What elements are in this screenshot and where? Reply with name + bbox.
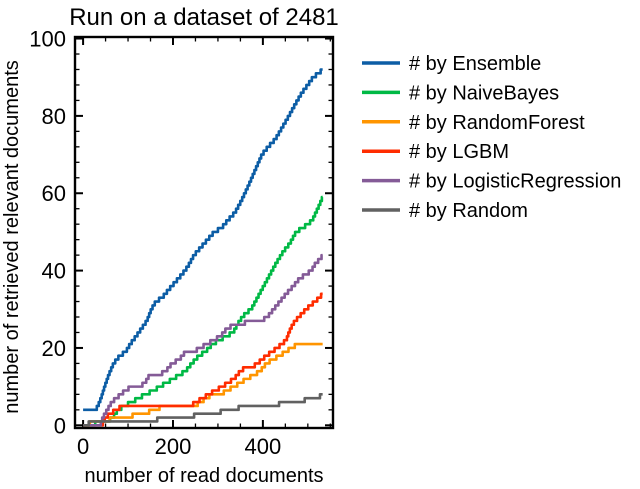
- legend-label: # by LGBM: [409, 141, 509, 163]
- y-axis-label: number of retrieved relevant documents: [1, 60, 23, 414]
- series-line--by-naivebayes: [83, 195, 324, 427]
- x-axis-label: number of read documents: [84, 465, 323, 487]
- y-tick-label: 60: [42, 181, 66, 206]
- series-line--by-ensemble: [83, 68, 323, 412]
- y-tick-label: 20: [42, 336, 66, 361]
- legend-item: # by NaiveBayes: [362, 82, 559, 104]
- legend-label: # by NaiveBayes: [409, 82, 559, 104]
- legend-item: # by Ensemble: [362, 53, 541, 75]
- legend-item: # by RandomForest: [362, 112, 585, 134]
- legend-label: # by Random: [409, 200, 528, 222]
- plot-area: 0 200 400 0 20 40 60 80 100: [29, 27, 335, 459]
- legend-label: # by LogisticRegression: [409, 171, 621, 193]
- legend-item: # by LogisticRegression: [362, 171, 621, 193]
- axes-frame: [73, 35, 335, 430]
- y-tick-label: 80: [42, 104, 66, 129]
- x-tick-label: 200: [155, 434, 192, 459]
- series-line--by-lgbm: [83, 292, 323, 427]
- series-line--by-randomforest: [83, 342, 323, 427]
- x-tick-label: 400: [245, 434, 282, 459]
- legend: # by Ensemble # by NaiveBayes # by RandomF…: [362, 53, 621, 222]
- legend-label: # by Ensemble: [409, 53, 541, 75]
- x-tick-label: 0: [77, 434, 89, 459]
- legend-item: # by Random: [362, 200, 528, 222]
- series-line--by-logisticregression: [83, 253, 323, 427]
- legend-item: # by LGBM: [362, 141, 509, 163]
- legend-label: # by RandomForest: [409, 112, 585, 134]
- chart-title: Run on a dataset of 2481: [69, 4, 339, 31]
- y-tick-label: 40: [42, 259, 66, 284]
- y-tick-label: 0: [54, 413, 66, 438]
- series-line--by-random: [83, 393, 323, 427]
- y-tick-label: 100: [29, 27, 66, 52]
